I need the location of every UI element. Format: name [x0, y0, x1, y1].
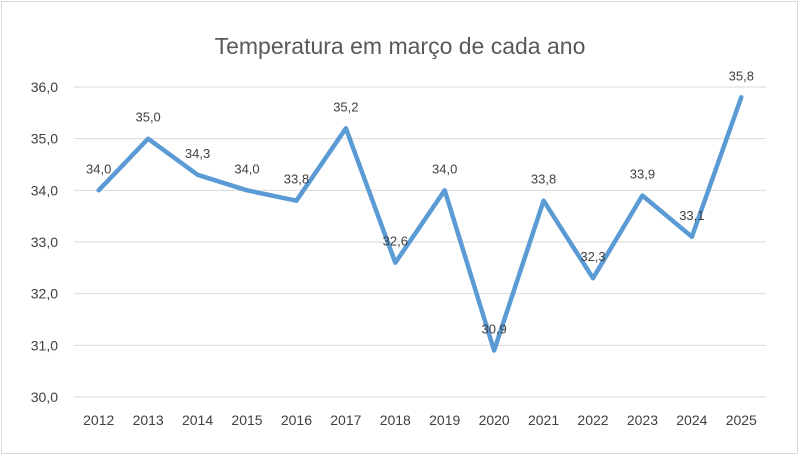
y-tick-label: 30,0 — [31, 389, 58, 405]
chart-title: Temperatura em março de cada ano — [215, 33, 586, 59]
x-tick-label: 2020 — [479, 412, 510, 428]
y-tick-label: 31,0 — [31, 337, 58, 353]
x-tick-label: 2021 — [528, 412, 559, 428]
x-tick-label: 2015 — [231, 412, 262, 428]
y-tick-label: 33,0 — [31, 234, 58, 250]
y-axis-ticks: 30,0 31,0 32,0 33,0 34,0 35,0 36,0 — [31, 79, 58, 405]
y-tick-label: 36,0 — [31, 79, 58, 95]
data-label: 34,0 — [234, 161, 259, 176]
series-line — [96, 95, 744, 353]
data-label: 30,9 — [481, 322, 506, 337]
data-label: 35,2 — [333, 99, 358, 114]
data-labels: 34,0 35,0 34,3 34,0 33,8 35,2 32,6 34,0 30,9 33,8… — [86, 68, 754, 336]
x-tick-label: 2023 — [627, 412, 658, 428]
y-tick-label: 32,0 — [31, 286, 58, 302]
x-tick-label: 2019 — [429, 412, 460, 428]
x-tick-label: 2024 — [676, 412, 707, 428]
x-tick-label: 2012 — [83, 412, 114, 428]
data-label: 34,0 — [86, 161, 111, 176]
data-label: 35,8 — [729, 68, 754, 83]
gridlines — [74, 86, 766, 398]
data-label: 33,8 — [531, 172, 556, 187]
x-tick-label: 2016 — [281, 412, 312, 428]
data-label: 33,8 — [284, 172, 309, 187]
data-label: 34,3 — [185, 146, 210, 161]
data-label: 32,3 — [580, 249, 605, 264]
data-label: 33,9 — [630, 167, 655, 182]
y-tick-label: 35,0 — [31, 131, 58, 147]
data-label: 33,1 — [679, 208, 704, 223]
x-tick-label: 2014 — [182, 412, 213, 428]
y-tick-label: 34,0 — [31, 182, 58, 198]
data-label: 35,0 — [135, 110, 160, 125]
x-tick-label: 2018 — [380, 412, 411, 428]
x-tick-label: 2017 — [330, 412, 361, 428]
x-tick-label: 2025 — [726, 412, 757, 428]
data-label: 32,6 — [383, 234, 408, 249]
x-tick-label: 2022 — [577, 412, 608, 428]
x-tick-label: 2013 — [133, 412, 164, 428]
data-label: 34,0 — [432, 161, 457, 176]
x-axis-ticks: 2012 2013 2014 2015 2016 2017 2018 2019 2020 2021… — [83, 412, 757, 428]
